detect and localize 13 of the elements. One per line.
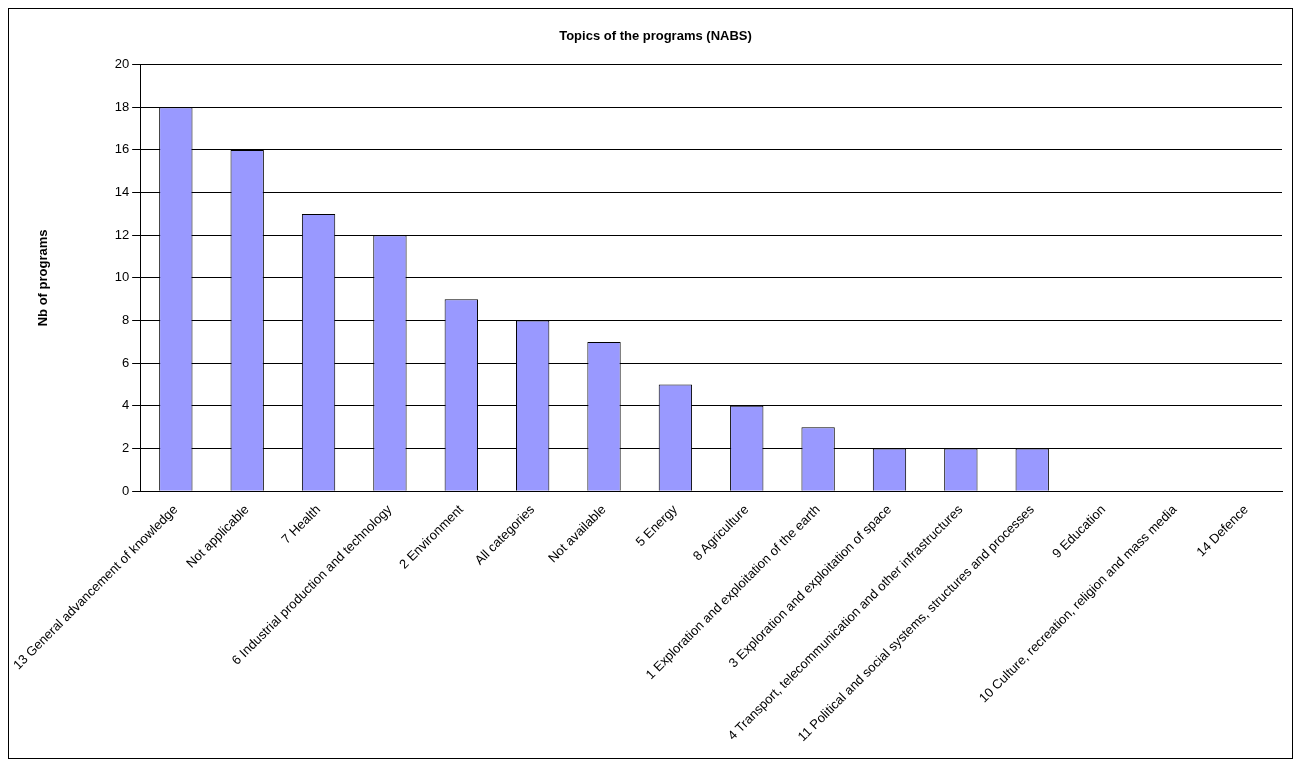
- y-tick-label: 8: [121, 312, 130, 328]
- y-tick-label: 10: [114, 269, 130, 285]
- y-tick-label: 16: [114, 141, 130, 157]
- chart-title: Topics of the programs (NABS): [559, 28, 752, 44]
- y-tick-label: 6: [121, 354, 130, 370]
- y-tick-label: 4: [121, 397, 130, 413]
- y-tick-label: 2: [121, 440, 130, 456]
- y-tick-label: 14: [114, 184, 130, 200]
- y-tick-label: 18: [114, 98, 130, 114]
- y-axis-title: Nb of programs: [35, 229, 51, 327]
- y-tick-label: 20: [114, 56, 130, 72]
- y-tick-label: 0: [121, 482, 130, 498]
- y-tick-label: 12: [114, 226, 130, 242]
